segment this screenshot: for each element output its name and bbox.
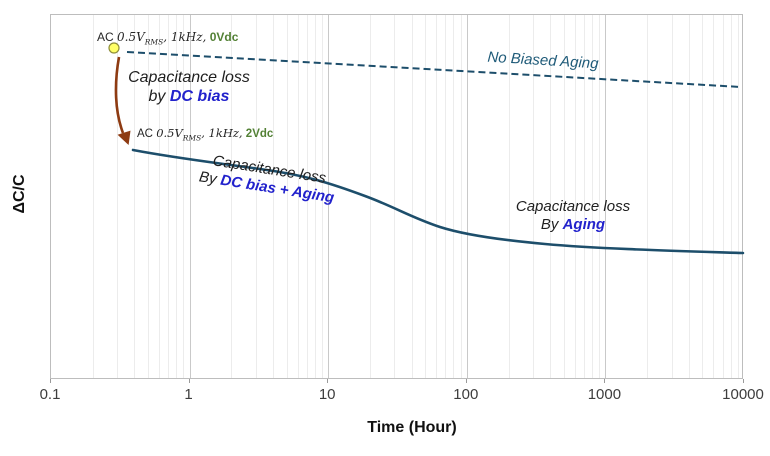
major-gridline xyxy=(466,15,468,378)
minor-gridline xyxy=(411,15,413,378)
condition-label-2vdc: AC 0.5VRMS, 1kHz, 2Vdc xyxy=(137,126,273,142)
minor-gridline xyxy=(436,15,438,378)
voltage-value: 0.5V xyxy=(156,126,183,140)
x-axis-tickmark xyxy=(465,379,467,383)
minor-gridline xyxy=(671,15,673,378)
voltage-value: 0.5V xyxy=(117,30,145,44)
x-axis-label: Time (Hour) xyxy=(367,419,457,436)
minor-gridline xyxy=(460,15,462,378)
x-tick-label: 1000 xyxy=(587,386,622,403)
minor-gridline xyxy=(508,15,510,378)
dc-bias-value: 2Vdc xyxy=(245,128,274,140)
minor-gridline xyxy=(394,15,396,378)
x-tick-label: 1 xyxy=(184,386,193,403)
loss-line2: By Aging xyxy=(540,215,606,233)
loss-line1: Capacitance loss xyxy=(515,198,631,215)
minor-gridline xyxy=(532,15,534,378)
rms-subscript: RMS xyxy=(182,133,202,143)
minor-gridline xyxy=(713,15,715,378)
minor-gridline xyxy=(688,15,690,378)
x-axis-tickmark xyxy=(50,379,51,383)
minor-gridline xyxy=(647,15,649,378)
x-tick-label: 0.1 xyxy=(39,386,61,403)
loss-line1: Capacitance loss xyxy=(128,69,250,86)
ac-label: AC xyxy=(137,128,153,140)
loss-by-aging-label: Capacitance loss By Aging xyxy=(493,198,653,233)
minor-gridline xyxy=(445,15,447,378)
x-axis-tickmark xyxy=(188,379,190,383)
x-axis-tickmark xyxy=(604,379,606,383)
loss-by-dc-bias-label: Capacitance loss by DC bias xyxy=(113,69,265,107)
dc-bias-value: 0Vdc xyxy=(209,30,239,44)
x-axis-tickmark xyxy=(327,379,329,383)
y-axis-label: ΔC/C xyxy=(11,174,28,214)
minor-gridline xyxy=(730,15,732,378)
minor-gridline xyxy=(702,15,704,378)
condition-label-0vdc: AC 0.5VRMS, 1kHz, 0Vdc xyxy=(97,30,238,46)
minor-gridline xyxy=(453,15,455,378)
x-tick-label: 10000 xyxy=(722,386,764,403)
minor-gridline xyxy=(425,15,427,378)
frequency-value: , 1kHz, xyxy=(201,126,243,140)
x-tick-label: 10 xyxy=(318,386,336,403)
rms-subscript: RMS xyxy=(144,37,164,47)
minor-gridline xyxy=(722,15,724,378)
loss-line2: by DC bias xyxy=(148,87,230,105)
minor-gridline xyxy=(92,15,94,378)
minor-gridline xyxy=(369,15,371,378)
x-tick-label: 100 xyxy=(453,386,479,403)
x-axis-tickmark xyxy=(743,379,744,383)
minor-gridline xyxy=(117,15,119,378)
ac-label: AC xyxy=(97,30,114,44)
minor-gridline xyxy=(737,15,739,378)
frequency-value: , 1kHz, xyxy=(163,30,207,44)
